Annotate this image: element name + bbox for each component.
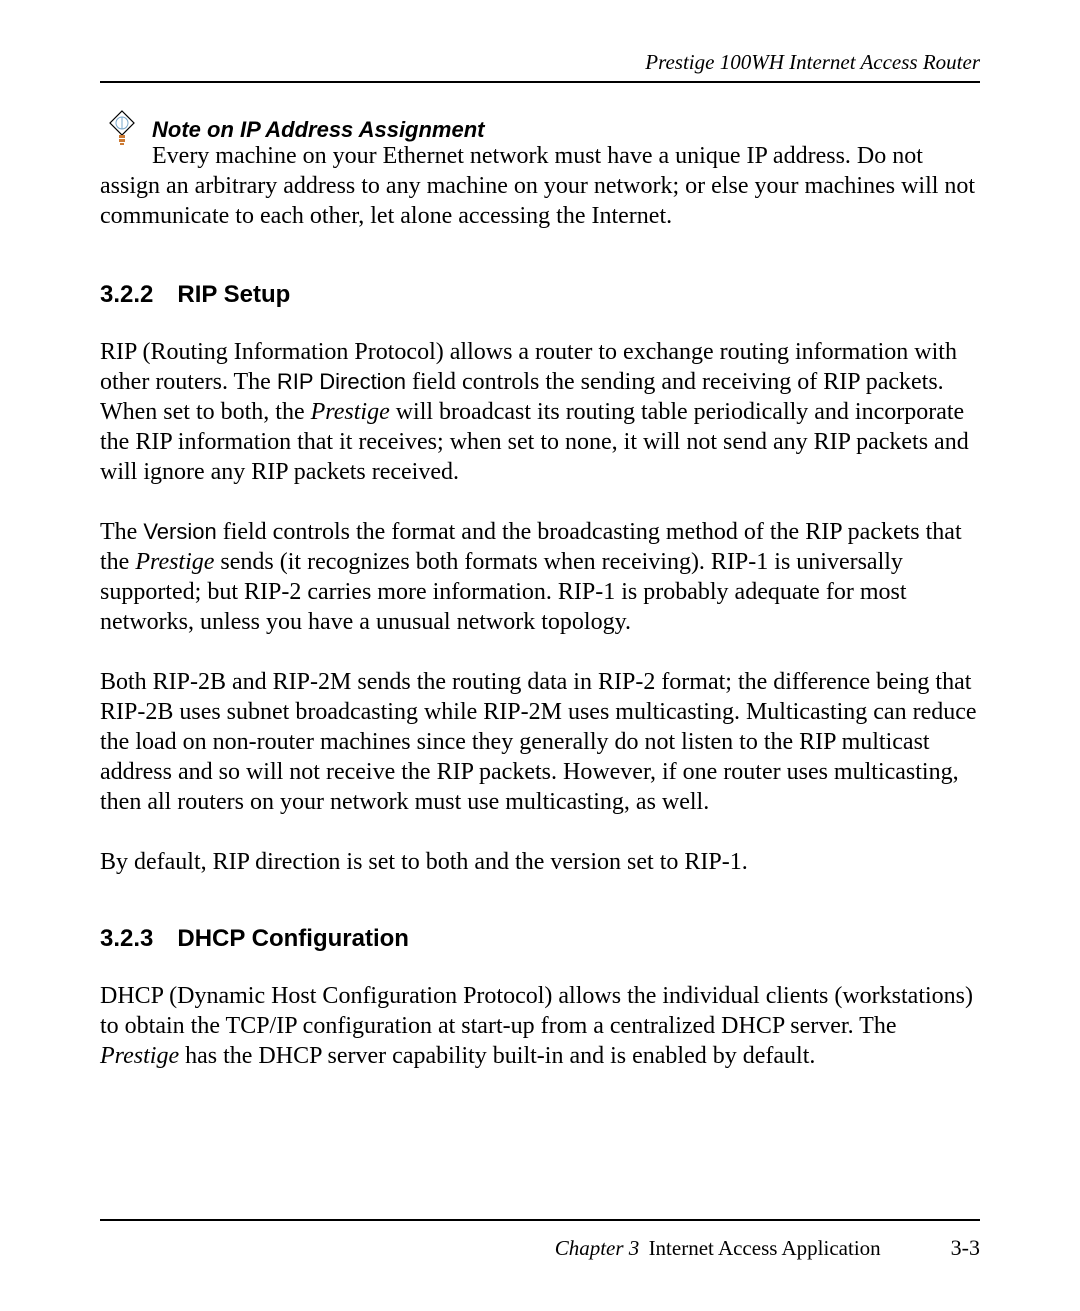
section-title: DHCP Configuration: [177, 925, 409, 952]
section-3-2-2: 3.2.2 RIP Setup RIP (Routing Information …: [100, 281, 980, 877]
paragraph: DHCP (Dynamic Host Configuration Protoco…: [100, 981, 980, 1071]
text-run: has the DHCP server capability built-in …: [179, 1043, 815, 1069]
page-container: Prestige 100WH Internet Access Router No…: [0, 0, 1080, 1311]
section-heading-323: 3.2.3 DHCP Configuration: [100, 925, 980, 953]
section-title: RIP Setup: [177, 281, 290, 308]
section-heading-322: 3.2.2 RIP Setup: [100, 281, 980, 309]
page-footer: Chapter 3 Internet Access Application 3-…: [100, 1219, 980, 1261]
note-title: Note on IP Address Assignment: [152, 107, 485, 143]
text-run: sends (it recognizes both formats when r…: [100, 549, 907, 635]
text-run: DHCP (Dynamic Host Configuration Protoco…: [100, 983, 973, 1039]
footer-chapter-title: Internet Access Application: [649, 1236, 881, 1260]
paragraph: Both RIP-2B and RIP-2M sends the routing…: [100, 667, 980, 817]
text-run: The: [100, 519, 143, 545]
paragraph: RIP (Routing Information Protocol) allow…: [100, 337, 980, 487]
text-run-italic: Prestige: [100, 1043, 179, 1069]
footer-page-number: 3-3: [951, 1235, 980, 1261]
section-3-2-3: 3.2.3 DHCP Configuration DHCP (Dynamic Ho…: [100, 925, 980, 1071]
page-header: Prestige 100WH Internet Access Router: [100, 50, 980, 83]
footer-chapter-label: Chapter 3: [555, 1236, 640, 1260]
section-number: 3.2.2: [100, 281, 153, 308]
text-run-italic: Prestige: [311, 399, 390, 425]
lightbulb-icon: [100, 107, 144, 151]
text-run-italic: Prestige: [135, 549, 214, 575]
paragraph: By default, RIP direction is set to both…: [100, 847, 980, 877]
section-number: 3.2.3: [100, 925, 153, 952]
paragraph: The Version field controls the format an…: [100, 517, 980, 637]
note-block: Note on IP Address Assignment Every mach…: [100, 107, 980, 231]
text-run-sans: RIP Direction: [277, 369, 406, 394]
header-text: Prestige 100WH Internet Access Router: [645, 50, 980, 74]
text-run-sans: Version: [143, 519, 216, 544]
note-body: Every machine on your Ethernet network m…: [100, 141, 980, 231]
footer-chapter: Chapter 3 Internet Access Application: [555, 1236, 881, 1261]
